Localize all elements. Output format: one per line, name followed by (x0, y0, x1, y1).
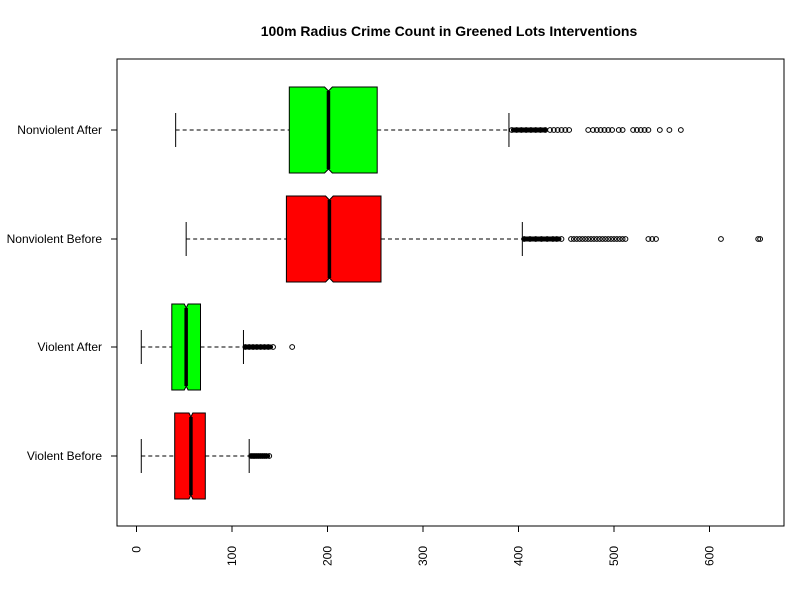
outlier-point-violent-before (255, 453, 262, 459)
outlier-point-nonviolent-after (550, 127, 557, 133)
outlier-point-violent-before (266, 453, 273, 459)
outlier-point-nonviolent-before (585, 236, 592, 242)
outlier-point-nonviolent-before (544, 236, 551, 242)
outlier-point-nonviolent-before (573, 236, 580, 242)
y-tick-label-nonviolent-before: Nonviolent Before (7, 232, 103, 246)
outlier-point-nonviolent-before (757, 236, 764, 242)
outlier-point-nonviolent-before (549, 236, 556, 242)
outlier-point-nonviolent-before (613, 236, 620, 242)
outlier-point-violent-after (289, 344, 296, 350)
x-tick-label: 600 (703, 546, 717, 566)
chart-title: 100m Radius Crime Count in Greened Lots … (261, 23, 638, 39)
outlier-point-nonviolent-before (619, 236, 626, 242)
outlier-point-nonviolent-before (527, 236, 533, 242)
outlier-point-nonviolent-after (585, 127, 592, 133)
outlier-point-nonviolent-after (637, 127, 644, 133)
y-tick-label-violent-before: Violent Before (27, 449, 102, 463)
outlier-point-violent-after (261, 344, 268, 350)
outlier-point-violent-after (242, 344, 249, 350)
outlier-point-nonviolent-before (570, 236, 577, 242)
x-tick-label: 200 (321, 546, 335, 566)
x-tick-label: 300 (416, 546, 430, 566)
outlier-point-nonviolent-before (755, 236, 762, 242)
outlier-point-violent-before (250, 453, 256, 459)
outlier-point-violent-after (250, 344, 256, 350)
outlier-point-violent-before (252, 453, 258, 459)
outlier-point-nonviolent-after (597, 127, 604, 133)
x-tick-label: 0 (130, 546, 144, 553)
outlier-point-violent-after (253, 344, 260, 350)
outlier-point-nonviolent-before (622, 236, 629, 242)
outlier-point-nonviolent-before (538, 236, 545, 242)
outlier-point-nonviolent-after (645, 127, 652, 133)
outlier-point-nonviolent-before (576, 236, 583, 242)
outlier-point-nonviolent-after (619, 127, 626, 133)
box-body-nonviolent-before (285, 195, 382, 283)
outlier-point-nonviolent-before (605, 236, 612, 242)
outlier-point-nonviolent-after (566, 127, 573, 133)
outlier-point-nonviolent-before (596, 236, 603, 242)
x-axis: 0 100 200 300 400 500 600 (130, 525, 717, 566)
outlier-point-nonviolent-after (605, 127, 612, 133)
outlier-point-nonviolent-before (608, 236, 615, 242)
outlier-point-nonviolent-after (634, 127, 640, 133)
outlier-point-violent-after (270, 344, 276, 350)
outlier-point-nonviolent-before (588, 236, 594, 242)
outlier-point-nonviolent-after (590, 127, 596, 133)
outlier-point-nonviolent-after (677, 127, 684, 133)
outlier-point-nonviolent-after (615, 127, 622, 133)
box-nonviolent-before (185, 195, 764, 283)
outlier-point-violent-before (259, 453, 266, 459)
outlier-point-nonviolent-before (593, 236, 600, 242)
outlier-point-nonviolent-after (656, 127, 663, 133)
outlier-point-nonviolent-before (558, 236, 565, 242)
y-tick-label-nonviolent-after: Nonviolent After (17, 123, 102, 137)
x-tick-label: 500 (607, 546, 621, 566)
box-body-nonviolent-after (288, 86, 378, 174)
outlier-point-violent-before (248, 453, 255, 459)
outlier-point-nonviolent-after (641, 127, 648, 133)
outlier-point-nonviolent-before (582, 236, 589, 242)
outlier-point-nonviolent-before (718, 236, 724, 242)
outlier-point-nonviolent-before (599, 236, 606, 242)
outlier-point-nonviolent-before (579, 236, 586, 242)
box-violent-after (140, 303, 296, 391)
outlier-point-nonviolent-before (532, 236, 539, 242)
x-tick-label: 400 (512, 546, 526, 566)
outlier-point-nonviolent-after (558, 127, 565, 133)
outlier-point-nonviolent-after (609, 127, 615, 133)
outlier-point-nonviolent-before (611, 236, 617, 242)
outlier-point-nonviolent-before (649, 236, 656, 242)
y-tick-label-violent-after: Violent After (38, 340, 103, 354)
box-nonviolent-after (175, 86, 684, 174)
outlier-point-nonviolent-after (593, 127, 600, 133)
outlier-point-nonviolent-after (562, 127, 569, 133)
outlier-point-violent-before (263, 453, 270, 459)
outlier-point-nonviolent-before (521, 236, 528, 242)
boxes-layer (140, 86, 764, 500)
outlier-point-nonviolent-after (666, 127, 673, 133)
outlier-point-nonviolent-before (568, 236, 574, 242)
outlier-point-nonviolent-after (547, 127, 553, 133)
box-violent-before (140, 412, 273, 500)
outlier-point-violent-before (257, 453, 264, 459)
outlier-point-nonviolent-after (554, 127, 561, 133)
plot-frame (116, 58, 785, 527)
outlier-point-nonviolent-before (645, 236, 652, 242)
outlier-point-violent-after (257, 344, 264, 350)
outlier-point-nonviolent-after (601, 127, 608, 133)
x-tick-label: 100 (225, 546, 239, 566)
outlier-point-nonviolent-before (602, 236, 609, 242)
outlier-point-nonviolent-before (591, 236, 597, 242)
outlier-point-violent-before (253, 453, 260, 459)
outlier-point-nonviolent-before (653, 236, 659, 242)
outlier-point-nonviolent-after (630, 127, 636, 133)
y-axis: Violent Before Violent After Nonviolent Be… (7, 123, 117, 463)
outlier-point-violent-after (246, 344, 253, 350)
outlier-point-nonviolent-before (616, 236, 623, 242)
